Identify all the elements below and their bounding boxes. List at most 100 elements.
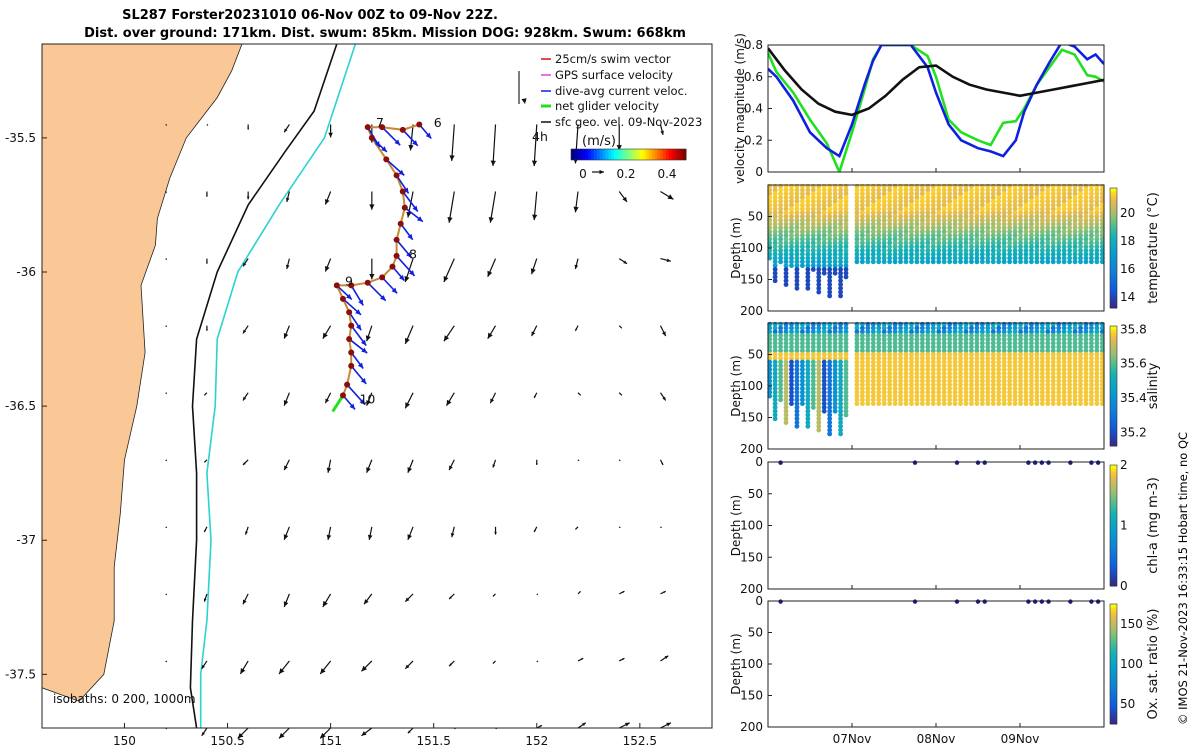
- section-sample-dot: [996, 348, 1002, 354]
- current-arrow-head: [364, 599, 369, 605]
- section-sample-dot: [805, 386, 811, 391]
- section-sample-dot: [821, 259, 827, 265]
- section-sample-dot: [952, 371, 958, 376]
- section-sample-dot: [1083, 214, 1089, 219]
- section-sample-dot: [909, 367, 914, 373]
- section-sample-dot: [936, 210, 942, 216]
- section-colorbar-segment: [1110, 516, 1117, 520]
- section-sample-dot: [930, 325, 936, 331]
- section-sample-dot: [794, 236, 800, 242]
- section-sample-dot: [1083, 355, 1089, 361]
- section-sample-dot: [827, 367, 833, 373]
- section-sample-dot: [838, 187, 843, 193]
- section-sample-dot: [941, 248, 947, 253]
- section-sample-dot: [870, 340, 876, 346]
- current-arrow-head: [240, 667, 246, 674]
- section-sample-dot: [832, 267, 838, 272]
- section-sample-dot: [1089, 348, 1094, 354]
- section-sample-dot: [1023, 236, 1029, 242]
- section-sample-dot: [936, 333, 942, 338]
- section-sample-dot: [827, 374, 833, 380]
- map-colorbar-segment: [622, 149, 627, 160]
- dive-avg-current-arrow-head: [391, 287, 398, 294]
- section-sample-dot: [914, 221, 920, 227]
- section-sample-dot: [1018, 217, 1023, 223]
- current-arrow-head: [405, 597, 410, 602]
- section-sample-dot: [816, 359, 822, 365]
- section-sample-dot: [816, 405, 822, 410]
- section-sample-dot: [870, 393, 876, 399]
- section-sample-dot: [810, 378, 816, 384]
- section-sample-dot: [794, 329, 800, 335]
- section-sample-dot: [914, 344, 920, 350]
- current-arrow-head: [624, 722, 630, 727]
- section-sample-dot: [1034, 251, 1040, 257]
- section-sample-dot: [1012, 371, 1018, 376]
- section-sample-dot: [952, 378, 958, 384]
- section-sample-dot: [778, 210, 783, 216]
- section-sample-dot: [772, 225, 778, 231]
- section-sample-dot: [876, 363, 882, 369]
- section-sample-dot: [794, 412, 800, 418]
- section-sample-dot: [979, 210, 985, 216]
- section-sample-dot: [816, 221, 822, 227]
- section-sample-dot: [783, 352, 789, 357]
- section-sample-dot: [1018, 329, 1023, 335]
- section-sample-dot: [919, 244, 925, 250]
- surface-sample-dot: [1046, 599, 1051, 604]
- section-sample-dot: [947, 340, 953, 346]
- section-sample-dot: [963, 259, 969, 265]
- section-sample-dot: [1072, 329, 1078, 335]
- section-colorbar-segment: [1110, 389, 1117, 393]
- dive-avg-current-arrow-head: [355, 309, 361, 315]
- current-arrow-head: [661, 462, 664, 465]
- section-sample-dot: [859, 374, 865, 380]
- surface-sample-dot: [1026, 599, 1031, 604]
- section-sample-dot: [887, 359, 893, 365]
- section-sample-dot: [1072, 251, 1078, 257]
- section-colorbar-segment: [1110, 682, 1117, 686]
- section-sample-dot: [974, 336, 980, 342]
- section-sample-dot: [898, 333, 903, 338]
- section-sample-dot: [1029, 401, 1034, 407]
- section-sample-dot: [870, 229, 876, 235]
- day-label: 9: [345, 273, 353, 288]
- section-sample-dot: [865, 217, 871, 223]
- section-sample-dot: [799, 259, 805, 265]
- section-sample-dot: [1083, 371, 1089, 376]
- section-sample-dot: [963, 198, 969, 204]
- section-sample-dot: [838, 420, 843, 425]
- section-colorbar-segment: [1110, 335, 1117, 339]
- map-colorbar-arrow-head: [599, 169, 604, 175]
- section-sample-dot: [963, 340, 969, 346]
- section-sample-dot: [1001, 374, 1007, 380]
- section-sample-dot: [909, 259, 914, 265]
- section-sample-dot: [1050, 344, 1056, 350]
- section-sample-dot: [816, 191, 822, 197]
- section-sample-dot: [909, 251, 914, 257]
- section-sample-dot: [1078, 244, 1083, 250]
- section-sample-dot: [1078, 401, 1083, 407]
- section-colorbar-segment: [1110, 371, 1117, 375]
- section-sample-dot: [1034, 355, 1040, 361]
- section-colorbar-segment: [1110, 486, 1117, 490]
- section-sample-dot: [979, 236, 985, 242]
- section-sample-dot: [919, 325, 925, 331]
- section-sample-dot: [898, 401, 903, 407]
- day-label: 10: [359, 391, 375, 406]
- section-sample-dot: [903, 248, 909, 253]
- section-sample-dot: [832, 386, 838, 391]
- section-sample-dot: [990, 221, 996, 227]
- section-sample-dot: [969, 214, 974, 219]
- section-sample-dot: [1094, 371, 1100, 376]
- section-sample-dot: [816, 202, 822, 208]
- section-sample-dot: [1083, 206, 1089, 212]
- section-sample-dot: [903, 389, 909, 395]
- section-sample-dot: [854, 202, 860, 208]
- map-colorbar-segment: [634, 149, 638, 160]
- section-sample-dot: [843, 393, 849, 399]
- section-sample-dot: [1023, 210, 1029, 216]
- glider-position-dot: [364, 124, 371, 131]
- section-sample-dot: [843, 340, 849, 346]
- section-sample-dot: [865, 195, 871, 201]
